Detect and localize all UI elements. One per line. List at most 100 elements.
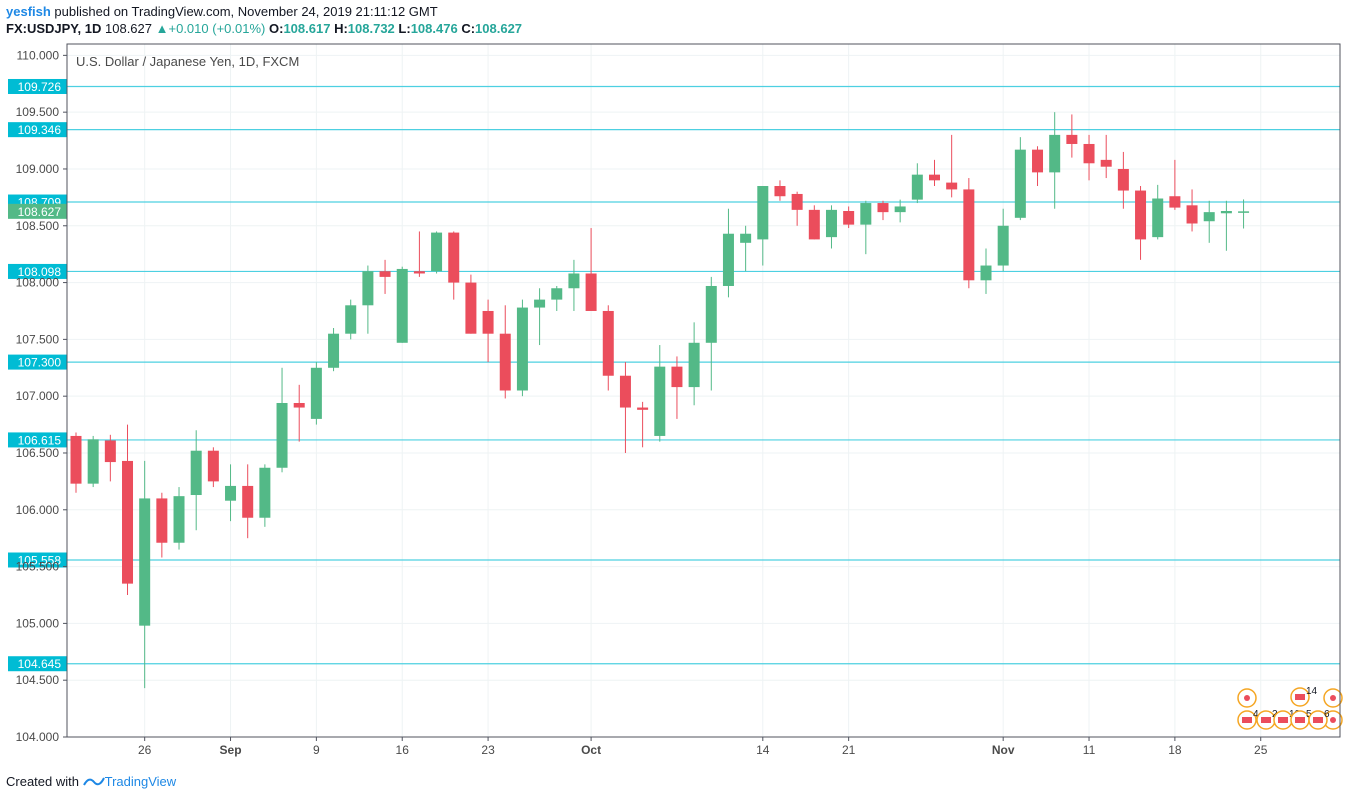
y-tick-label: 109.000 — [16, 162, 60, 176]
candle — [1066, 114, 1078, 158]
candle-body — [1169, 196, 1181, 208]
level-label: 108.098 — [18, 265, 62, 279]
last-price-label-bg — [8, 203, 67, 219]
candle — [207, 447, 219, 488]
high-value: 108.732 — [347, 21, 395, 36]
level-label-bg — [8, 263, 67, 279]
event-markers: 14421056 — [1237, 686, 1343, 730]
candle-body — [1220, 211, 1232, 214]
author-link[interactable]: yesfish — [6, 4, 51, 19]
candle-body — [87, 439, 99, 484]
change-arrow-icon: ▲ — [155, 21, 169, 36]
candle — [551, 285, 563, 311]
candle-body — [774, 186, 786, 197]
x-tick-label: 14 — [756, 743, 770, 757]
level-label-bg — [8, 78, 67, 94]
candle — [705, 276, 717, 391]
candle-body — [825, 209, 837, 238]
event-dot — [1244, 695, 1250, 701]
candle-body — [328, 333, 340, 368]
flag-stripe — [1242, 717, 1252, 723]
candle — [276, 367, 288, 473]
y-tick-label: 105.500 — [16, 560, 60, 574]
candle — [242, 464, 254, 539]
y-tick-label: 107.500 — [16, 332, 60, 346]
candle-body — [791, 193, 803, 210]
y-tick-label: 105.000 — [16, 616, 60, 630]
flag-stripe — [1295, 717, 1305, 723]
candle-body — [980, 265, 992, 281]
candle — [808, 205, 820, 240]
candle-body — [911, 174, 923, 200]
candle — [1117, 151, 1129, 209]
candle — [568, 259, 580, 311]
candle-body — [345, 305, 357, 334]
flag-stripe — [1313, 717, 1323, 723]
candle-body — [242, 485, 254, 518]
chart-title: U.S. Dollar / Japanese Yen, 1D, FXCM — [76, 54, 299, 69]
candle-body — [448, 232, 460, 283]
candle-body — [1117, 168, 1129, 191]
publish-text: published on TradingView.com, November 2… — [50, 4, 438, 19]
candle-body — [843, 211, 855, 225]
candle — [619, 362, 631, 453]
symbol-name: FX:USDJPY, 1D — [6, 21, 102, 36]
candle-body — [671, 366, 683, 388]
candle-body — [70, 435, 82, 484]
candle — [139, 460, 151, 689]
candle — [190, 430, 202, 531]
candle — [740, 225, 752, 272]
candle-body — [207, 450, 219, 482]
candle-body — [482, 310, 494, 334]
candle-body — [259, 467, 271, 518]
candle-body — [156, 498, 168, 543]
candle — [87, 435, 99, 488]
candle-body — [293, 402, 305, 408]
candle-body — [997, 225, 1009, 266]
candle — [1203, 200, 1215, 243]
x-tick-label: Nov — [992, 743, 1015, 757]
flag-stripe — [1295, 694, 1305, 700]
candle — [1135, 186, 1147, 260]
close-label: C: — [461, 21, 476, 36]
y-tick-label: 106.000 — [16, 503, 60, 517]
candle-body — [362, 271, 374, 306]
candle — [997, 208, 1009, 272]
level-label-bg — [8, 432, 67, 448]
candle — [1238, 199, 1250, 229]
candle — [293, 384, 305, 442]
candle-body — [1186, 205, 1198, 224]
candle — [431, 231, 443, 274]
last-price-label: 108.627 — [18, 205, 62, 219]
x-tick-label: 26 — [138, 743, 152, 757]
candle-body — [139, 498, 151, 626]
last-price: 108.627 — [105, 21, 152, 36]
candle-body — [1203, 212, 1215, 222]
candle — [1014, 137, 1026, 221]
candle — [963, 178, 975, 289]
candle-series — [70, 112, 1250, 689]
level-label: 109.346 — [18, 123, 62, 137]
level-label: 107.300 — [18, 356, 62, 370]
publish-line: yesfish published on TradingView.com, No… — [6, 4, 438, 19]
candle — [1169, 159, 1181, 210]
candle — [70, 432, 82, 493]
candle — [791, 191, 803, 226]
candle-body — [740, 233, 752, 243]
candle — [602, 305, 614, 391]
x-tick-label: Oct — [581, 743, 601, 757]
open-label: O: — [268, 21, 284, 36]
candle — [482, 299, 494, 363]
footer-prefix: Created with — [6, 774, 79, 789]
x-tick-label: 18 — [1168, 743, 1182, 757]
candle-body — [654, 366, 666, 436]
level-label: 105.558 — [18, 554, 62, 568]
candle-body — [585, 273, 597, 311]
candle-body — [637, 407, 649, 410]
y-tick-label: 108.500 — [16, 219, 60, 233]
candle — [379, 259, 391, 294]
candle-body — [310, 367, 322, 419]
footer-brand[interactable]: TradingView — [104, 774, 177, 789]
candle-body — [104, 440, 116, 463]
